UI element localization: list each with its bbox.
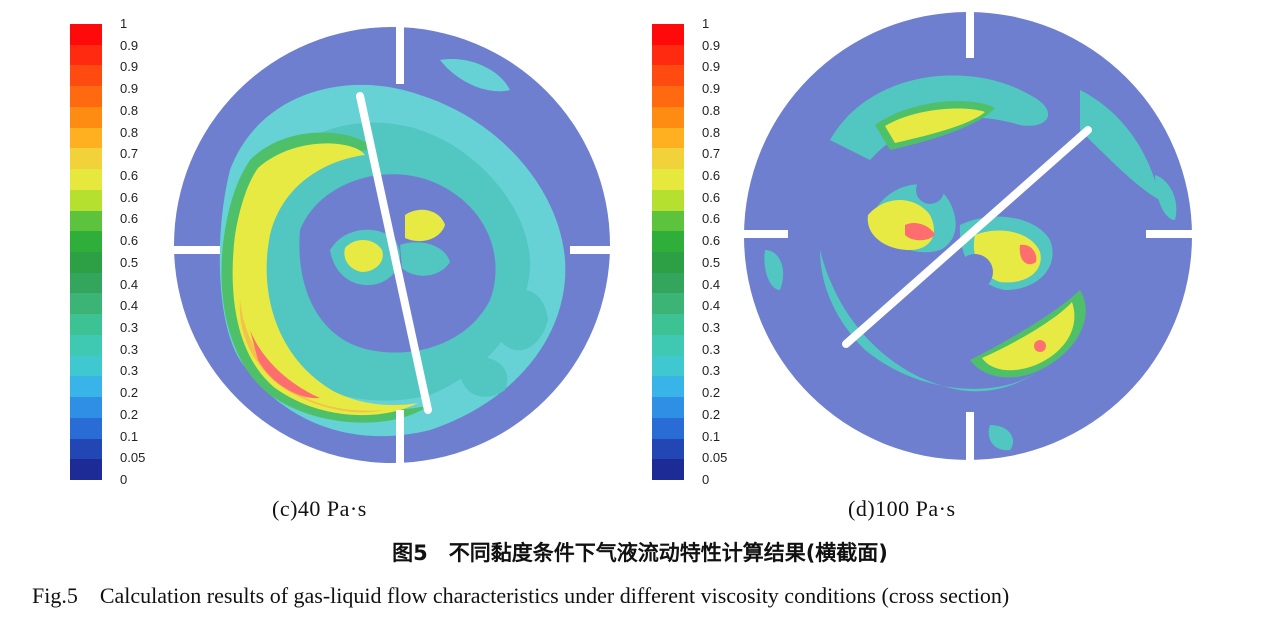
contour-plot-c bbox=[172, 20, 618, 480]
panel-d: 1 0.9 0.9 0.9 0.8 0.8 0.7 0.6 0.6 0.6 0.6 0.5 0.4 0.4… bbox=[640, 0, 1280, 521]
colorbar-swatch bbox=[70, 397, 102, 419]
colorbar-tick-label: 0.3 bbox=[120, 363, 139, 379]
colorbar-swatch bbox=[652, 148, 684, 170]
colorbar-tick-label: 0.9 bbox=[120, 37, 139, 53]
colorbar: 1 0.9 0.9 0.9 0.8 0.8 0.7 0.6 0.6 0.6 0.6 0.5 0.4 0.4… bbox=[70, 17, 145, 487]
colorbar-swatch bbox=[70, 106, 102, 129]
colorbar-tick-label: 0.8 bbox=[702, 102, 721, 118]
colorbar-tick-label: 0.8 bbox=[120, 102, 139, 118]
colorbar-tick-label: 0.3 bbox=[702, 363, 721, 379]
colorbar-tick-label: 0.6 bbox=[120, 168, 139, 183]
colorbar-tick-label: 0.4 bbox=[120, 298, 139, 314]
colorbar-tick-label: 0.6 bbox=[702, 211, 721, 227]
colorbar-tick-label: 0.9 bbox=[702, 81, 721, 97]
colorbar-swatch bbox=[70, 314, 102, 336]
colorbar-tick-label: 0.4 bbox=[120, 276, 139, 292]
colorbar-swatch bbox=[652, 397, 684, 419]
colorbar-tick-label: 0.8 bbox=[120, 124, 139, 140]
colorbar-swatch bbox=[70, 65, 102, 87]
colorbar-tick-label: 0.1 bbox=[702, 428, 721, 444]
colorbar-tick-label: 0.6 bbox=[120, 211, 139, 227]
colorbar-swatch bbox=[70, 252, 102, 274]
colorbar-tick-label: 0.2 bbox=[120, 406, 139, 422]
colorbar-swatch bbox=[70, 210, 102, 232]
colorbar-swatch bbox=[652, 24, 684, 46]
figure-caption-english: Fig.5 Calculation results of gas-liquid … bbox=[32, 583, 1010, 608]
colorbar-swatch bbox=[652, 44, 684, 66]
colorbar-swatch bbox=[652, 355, 684, 377]
colorbar-swatch bbox=[70, 355, 102, 377]
colorbar-swatch bbox=[652, 417, 684, 440]
colorbar-tick-label: 0.8 bbox=[702, 124, 721, 140]
colorbar-tick-label: 0.05 bbox=[120, 450, 146, 466]
colorbar-swatch bbox=[652, 293, 684, 315]
colorbar-swatch bbox=[70, 231, 102, 253]
figure-caption-chinese: 图5 不同黏度条件下气液流动特性计算结果(横截面) bbox=[392, 541, 888, 565]
colorbar-swatch bbox=[652, 376, 684, 398]
colorbar-tick-label: 0.5 bbox=[702, 254, 721, 270]
colorbar-tick-label: 0 bbox=[702, 472, 710, 487]
colorbar-tick-label: 0.2 bbox=[120, 385, 139, 401]
colorbar-tick-label: 0.7 bbox=[702, 146, 721, 162]
colorbar-tick-label: 0.7 bbox=[120, 146, 139, 162]
colorbar-tick-label: 0 bbox=[120, 472, 128, 487]
colorbar-swatch bbox=[652, 459, 684, 481]
colorbar-swatch bbox=[70, 189, 102, 212]
colorbar-tick-label: 0.9 bbox=[702, 59, 721, 75]
colorbar-tick-label: 1 bbox=[702, 16, 710, 31]
colorbar-swatch bbox=[652, 272, 684, 294]
colorbar-tick-label: 0.3 bbox=[702, 320, 721, 335]
colorbar-swatch bbox=[70, 293, 102, 315]
colorbar-tick-label: 1 bbox=[120, 16, 128, 31]
contour-plot-d bbox=[744, 0, 1194, 480]
colorbar-tick-label: 0.4 bbox=[702, 298, 721, 314]
colorbar-tick-label: 0.6 bbox=[120, 233, 139, 249]
colorbar-tick-label: 0.2 bbox=[702, 406, 721, 422]
colorbar-tick-label: 0.5 bbox=[120, 254, 139, 270]
colorbar-swatch bbox=[70, 417, 102, 440]
colorbar-tick-label: 0.4 bbox=[702, 276, 721, 292]
colorbar-swatch bbox=[70, 272, 102, 294]
colorbar-tick-label: 0.1 bbox=[120, 428, 139, 444]
colorbar-swatch bbox=[652, 252, 684, 274]
colorbar-swatch bbox=[70, 459, 102, 481]
colorbar-swatch bbox=[70, 334, 102, 357]
colorbar-tick-label: 0.9 bbox=[120, 81, 139, 97]
colorbar-swatch bbox=[70, 169, 102, 191]
colorbar: 1 0.9 0.9 0.9 0.8 0.8 0.7 0.6 0.6 0.6 0.6 0.5 0.4 0.4… bbox=[652, 17, 727, 487]
colorbar-tick-label: 0.6 bbox=[702, 168, 721, 183]
colorbar-tick-label: 0.3 bbox=[120, 320, 139, 335]
subfigure-caption-d: (d)100 Pa·s bbox=[848, 496, 956, 521]
colorbar-tick-label: 0.3 bbox=[702, 341, 721, 357]
colorbar-swatch bbox=[652, 169, 684, 191]
colorbar-swatch bbox=[652, 65, 684, 87]
colorbar-swatch bbox=[70, 376, 102, 398]
colorbar-swatch bbox=[652, 127, 684, 149]
colorbar-tick-label: 0.2 bbox=[702, 385, 721, 401]
colorbar-swatch bbox=[652, 106, 684, 129]
colorbar-tick-label: 0.6 bbox=[120, 189, 139, 205]
colorbar-tick-label: 0.6 bbox=[702, 189, 721, 205]
colorbar-swatch bbox=[652, 210, 684, 232]
colorbar-swatch bbox=[652, 86, 684, 108]
colorbar-swatch bbox=[70, 24, 102, 46]
colorbar-swatch bbox=[652, 438, 684, 460]
subfigure-caption-c: (c)40 Pa·s bbox=[272, 496, 367, 521]
colorbar-tick-label: 0.3 bbox=[120, 341, 139, 357]
colorbar-swatch bbox=[70, 127, 102, 149]
colorbar-swatch bbox=[652, 189, 684, 212]
colorbar-swatch bbox=[652, 334, 684, 357]
colorbar-tick-label: 0.05 bbox=[702, 450, 728, 466]
colorbar-swatch bbox=[652, 314, 684, 336]
colorbar-swatch bbox=[652, 231, 684, 253]
colorbar-swatch bbox=[70, 148, 102, 170]
colorbar-swatch bbox=[70, 86, 102, 108]
colorbar-tick-label: 0.6 bbox=[702, 233, 721, 249]
colorbar-tick-label: 0.9 bbox=[702, 37, 721, 53]
colorbar-swatch bbox=[70, 44, 102, 66]
colorbar-tick-label: 0.9 bbox=[120, 59, 139, 75]
colorbar-swatch bbox=[70, 438, 102, 460]
panel-c: 1 0.9 0.9 0.9 0.8 0.8 0.7 0.6 0.6 0.6 0.6 0.5 0.4 0.4… bbox=[0, 0, 640, 521]
